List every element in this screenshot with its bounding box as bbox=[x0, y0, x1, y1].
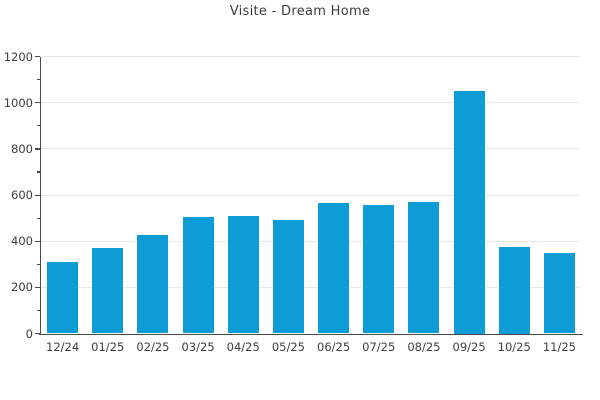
x-axis-label: 11/25 bbox=[542, 339, 576, 354]
bar-12/24 bbox=[47, 261, 79, 334]
y-gridline bbox=[40, 194, 580, 196]
y-axis-label: 1200 bbox=[3, 49, 33, 64]
x-axis-line bbox=[39, 333, 583, 335]
bar-11/25 bbox=[543, 252, 575, 334]
bar-08/25 bbox=[408, 201, 440, 334]
y-gridline bbox=[40, 148, 580, 150]
bar-02/25 bbox=[137, 235, 169, 334]
bar-05/25 bbox=[272, 220, 304, 334]
bar-10/25 bbox=[498, 246, 530, 334]
x-axis-label: 12/24 bbox=[46, 339, 80, 354]
y-gridline bbox=[40, 286, 580, 288]
x-axis-label: 07/25 bbox=[362, 339, 396, 354]
y-minor-tick bbox=[37, 125, 40, 127]
bar-07/25 bbox=[363, 205, 395, 334]
chart-title: Visite - Dream Home bbox=[229, 4, 371, 19]
bar-09/25 bbox=[453, 91, 485, 334]
bar-04/25 bbox=[227, 215, 259, 334]
x-axis-label: 10/25 bbox=[497, 339, 531, 354]
y-axis-label: 400 bbox=[11, 234, 33, 249]
y-minor-tick bbox=[37, 79, 40, 81]
y-gridline bbox=[40, 56, 580, 57]
y-axis-label: 800 bbox=[11, 141, 33, 156]
y-major-tick bbox=[35, 194, 40, 196]
y-major-tick bbox=[35, 148, 40, 150]
y-major-tick bbox=[35, 333, 40, 335]
y-major-tick bbox=[35, 286, 40, 289]
y-axis-label: 600 bbox=[11, 188, 33, 202]
x-axis-label: 08/25 bbox=[407, 339, 441, 354]
y-gridline bbox=[40, 240, 580, 242]
y-minor-tick bbox=[37, 171, 40, 173]
y-axis-label: 200 bbox=[11, 280, 33, 295]
bar-03/25 bbox=[182, 216, 214, 334]
bar-01/25 bbox=[92, 248, 124, 334]
x-axis-label: 01/25 bbox=[91, 339, 125, 354]
y-minor-tick bbox=[37, 263, 40, 265]
y-major-tick bbox=[35, 102, 40, 104]
y-minor-tick bbox=[37, 217, 40, 219]
x-axis-label: 05/25 bbox=[271, 339, 305, 354]
x-axis-label: 04/25 bbox=[226, 339, 260, 354]
bar-06/25 bbox=[318, 203, 350, 334]
y-gridline bbox=[40, 102, 580, 104]
x-axis-label: 02/25 bbox=[136, 339, 170, 354]
x-axis-label: 03/25 bbox=[181, 339, 215, 354]
y-axis-label: 0 bbox=[25, 326, 33, 341]
y-major-tick bbox=[35, 56, 40, 58]
y-axis-label: 1000 bbox=[3, 95, 33, 110]
x-axis-label: 09/25 bbox=[452, 339, 486, 354]
y-major-tick bbox=[35, 240, 40, 242]
y-axis-line bbox=[39, 56, 41, 334]
x-axis-label: 06/25 bbox=[317, 339, 351, 354]
y-minor-tick bbox=[37, 309, 40, 312]
